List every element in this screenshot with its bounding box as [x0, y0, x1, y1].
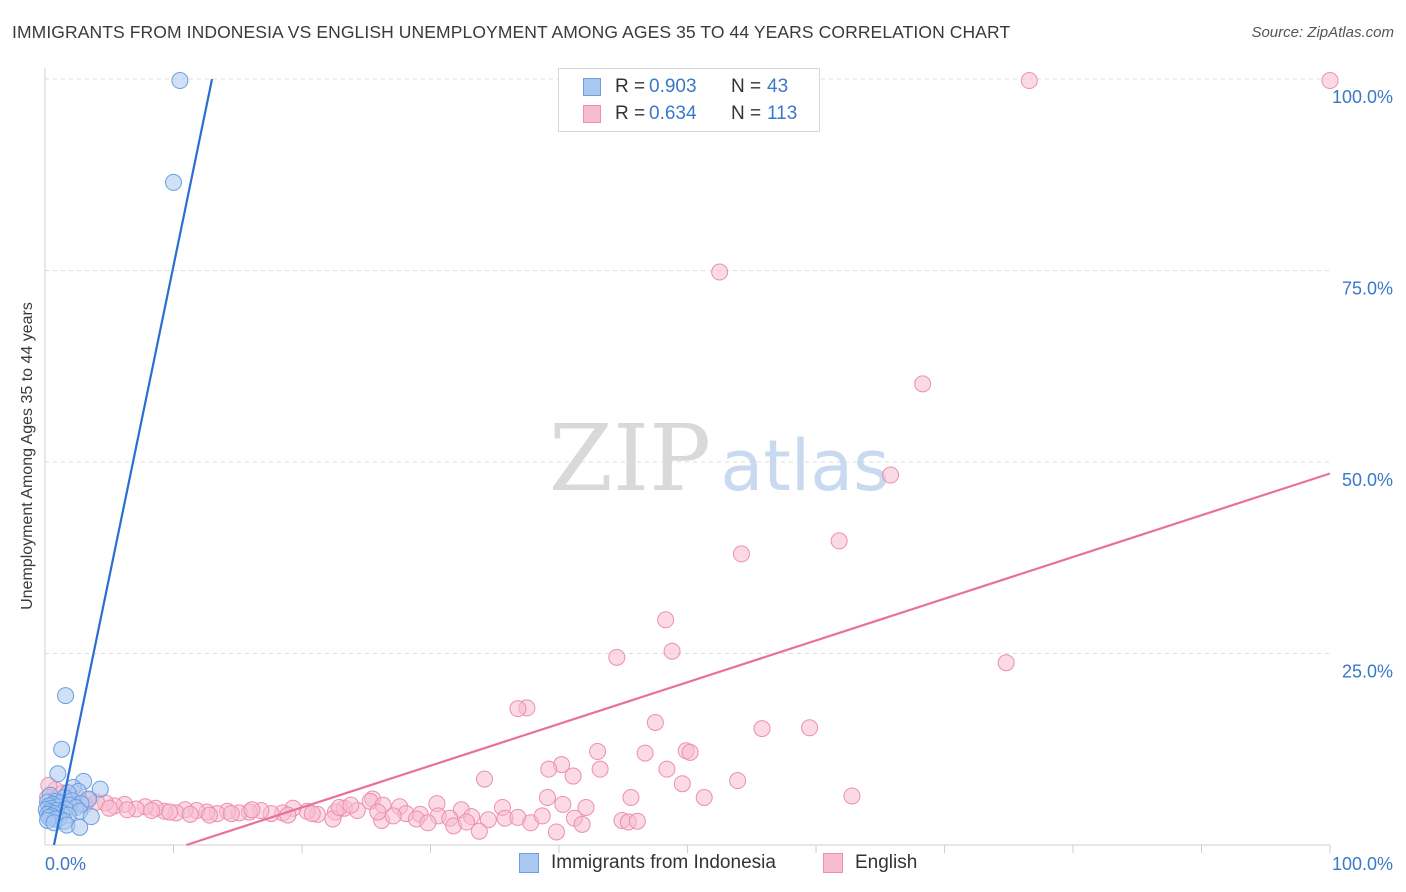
x-tick-label: 0.0% [45, 854, 86, 874]
english-point [161, 803, 179, 821]
english-point [554, 795, 572, 813]
english-trend-line [186, 472, 1331, 847]
legend-item-indonesia[interactable]: Immigrants from Indonesia [519, 852, 776, 874]
legend-row-indonesia: R = 0.903 N = 43 [583, 74, 788, 100]
english-point [657, 611, 675, 629]
legend-item-english[interactable]: English [823, 852, 917, 874]
english-point [538, 789, 556, 807]
english-point [533, 807, 551, 825]
indonesia-point [57, 687, 75, 705]
english-point [646, 713, 664, 731]
r-value: 0.634 [649, 103, 697, 124]
legend-row-english: R = 0.634 N = 113 [583, 101, 797, 127]
english-point [547, 823, 565, 841]
english-point [342, 796, 360, 814]
english-point [222, 805, 240, 823]
english-point [577, 798, 595, 816]
english-point [622, 789, 640, 807]
english-point [243, 801, 261, 819]
series-legend: Immigrants from Indonesia English [0, 852, 1406, 878]
legend-swatch-english [583, 105, 601, 123]
indonesia-point [165, 173, 182, 191]
stats-legend: R = 0.903 N = 43 R = 0.634 N = 113 [558, 68, 820, 132]
indonesia-point [49, 765, 67, 783]
source-credit: Source: ZipAtlas.com [1251, 24, 1394, 41]
english-point [118, 801, 136, 819]
trend-lines [52, 78, 1331, 847]
watermark-atlas: atlas [720, 425, 889, 507]
english-point [658, 760, 676, 778]
y-tick-label: 75.0% [1342, 279, 1393, 299]
indonesia-points [37, 72, 189, 836]
english-point [997, 654, 1015, 672]
y-tick-label: 50.0% [1342, 470, 1393, 490]
chart-title: IMMIGRANTS FROM INDONESIA VS ENGLISH UNE… [12, 22, 1011, 42]
legend-swatch-indonesia [583, 78, 601, 96]
english-point [636, 744, 654, 762]
english-point [564, 767, 582, 785]
english-point [753, 720, 771, 738]
n-value: 43 [767, 76, 789, 97]
english-point [589, 743, 607, 761]
english-point [470, 822, 488, 840]
english-point [143, 802, 161, 820]
n-label: N = [731, 76, 762, 97]
english-point [729, 772, 747, 790]
legend-label-indonesia: Immigrants from Indonesia [551, 852, 776, 873]
y-tick-label: 25.0% [1342, 662, 1393, 682]
english-point [1020, 72, 1038, 90]
x-tick-label: 100.0% [1332, 854, 1393, 874]
indonesia-point [53, 740, 71, 758]
legend-swatch-english [823, 853, 843, 873]
english-point [663, 642, 681, 660]
english-point [591, 760, 609, 778]
english-point [419, 814, 437, 832]
axes [44, 68, 1330, 846]
english-point [711, 263, 729, 281]
english-point [681, 743, 699, 761]
english-point [608, 648, 626, 666]
y-tick-label: 100.0% [1332, 87, 1393, 107]
english-point [200, 806, 218, 824]
english-point [843, 787, 861, 805]
english-point [475, 770, 493, 788]
r-value: 0.903 [649, 76, 697, 97]
english-point [695, 789, 713, 807]
english-point [479, 811, 497, 829]
english-point [540, 760, 558, 778]
indonesia-point [171, 72, 189, 90]
english-point [100, 799, 118, 817]
english-point [914, 375, 932, 393]
english-point [830, 532, 848, 550]
english-point [369, 803, 387, 821]
english-point [303, 805, 321, 823]
english-point [1321, 72, 1339, 90]
indonesia-point [71, 818, 89, 836]
r-label: R = [615, 103, 646, 124]
watermark-zip: ZIP [549, 405, 711, 512]
indonesia-point [91, 780, 109, 798]
indonesia-trend-line [52, 78, 214, 846]
indonesia-point [82, 808, 100, 826]
legend-label-english: English [855, 852, 918, 873]
english-point [732, 545, 750, 563]
english-point [181, 805, 199, 823]
english-point [628, 812, 646, 830]
english-point [457, 813, 475, 831]
english-point [801, 719, 819, 737]
english-point [673, 775, 691, 793]
r-label: R = [615, 76, 646, 97]
english-point [573, 815, 591, 833]
tick-labels: 25.0% 50.0% 75.0% 100.0% 0.0% 100.0% [45, 87, 1393, 874]
english-point [384, 807, 402, 825]
english-point [509, 700, 527, 718]
english-point [882, 466, 900, 484]
n-value: 113 [767, 103, 798, 124]
n-label: N = [731, 103, 762, 124]
legend-swatch-indonesia [519, 853, 539, 873]
